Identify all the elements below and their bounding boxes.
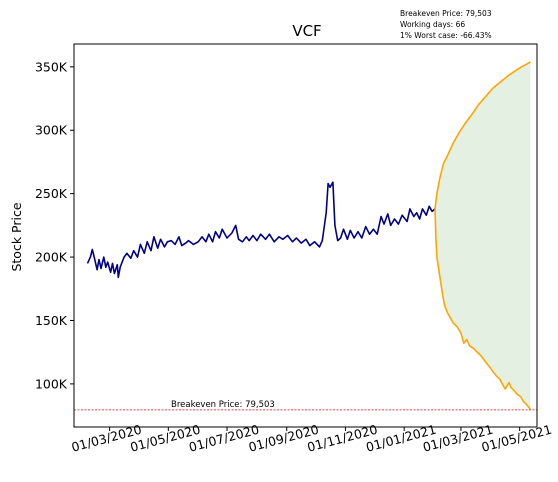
series-layer bbox=[86, 61, 531, 410]
chart-title: VCF bbox=[292, 22, 321, 40]
y-axis-label: Stock Price bbox=[9, 202, 24, 271]
annotation-worst-case: 1% Worst case: -66.43% bbox=[400, 31, 492, 40]
lower-projection-line bbox=[434, 208, 531, 410]
y-axis-ticks: 100K 150K 200K 250K 300K 350K bbox=[35, 59, 74, 391]
annotation-working-days: Working days: 66 bbox=[400, 20, 465, 29]
y-tick-label: 250K bbox=[35, 186, 68, 201]
annotation-block: Breakeven Price: 79,503 Working days: 66… bbox=[400, 9, 492, 40]
historical-price-line bbox=[86, 181, 436, 279]
annotation-breakeven: Breakeven Price: 79,503 bbox=[400, 9, 492, 18]
y-tick-label: 200K bbox=[35, 250, 68, 265]
forecast-band bbox=[435, 61, 531, 410]
y-tick-label: 350K bbox=[35, 59, 68, 74]
breakeven-label: Breakeven Price: 79,503 bbox=[171, 400, 275, 410]
upper-projection-line bbox=[434, 61, 531, 209]
y-tick-label: 150K bbox=[35, 313, 68, 328]
y-tick-label: 100K bbox=[35, 376, 68, 391]
plot-frame bbox=[73, 43, 538, 428]
y-tick-label: 300K bbox=[35, 123, 68, 138]
breakeven-layer: Breakeven Price: 79,503 bbox=[74, 400, 537, 411]
forecast-band-area bbox=[435, 61, 531, 410]
